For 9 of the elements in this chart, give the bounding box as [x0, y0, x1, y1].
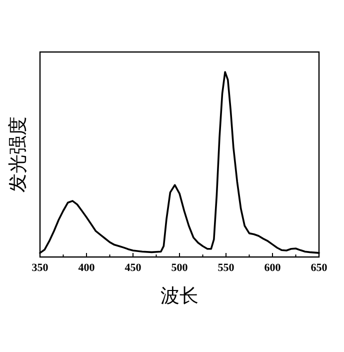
x-tick-label: 500: [171, 262, 188, 274]
x-tick-label: 450: [124, 262, 142, 274]
x-axis-title: 波长: [160, 286, 198, 307]
y-axis-title: 发光强度: [7, 116, 29, 192]
x-tick-label: 400: [78, 262, 96, 274]
x-tick-label: 350: [32, 262, 49, 274]
x-tick-label: 600: [264, 262, 282, 274]
x-tick-label: 550: [218, 262, 235, 274]
x-tick-label: 650: [310, 262, 328, 274]
